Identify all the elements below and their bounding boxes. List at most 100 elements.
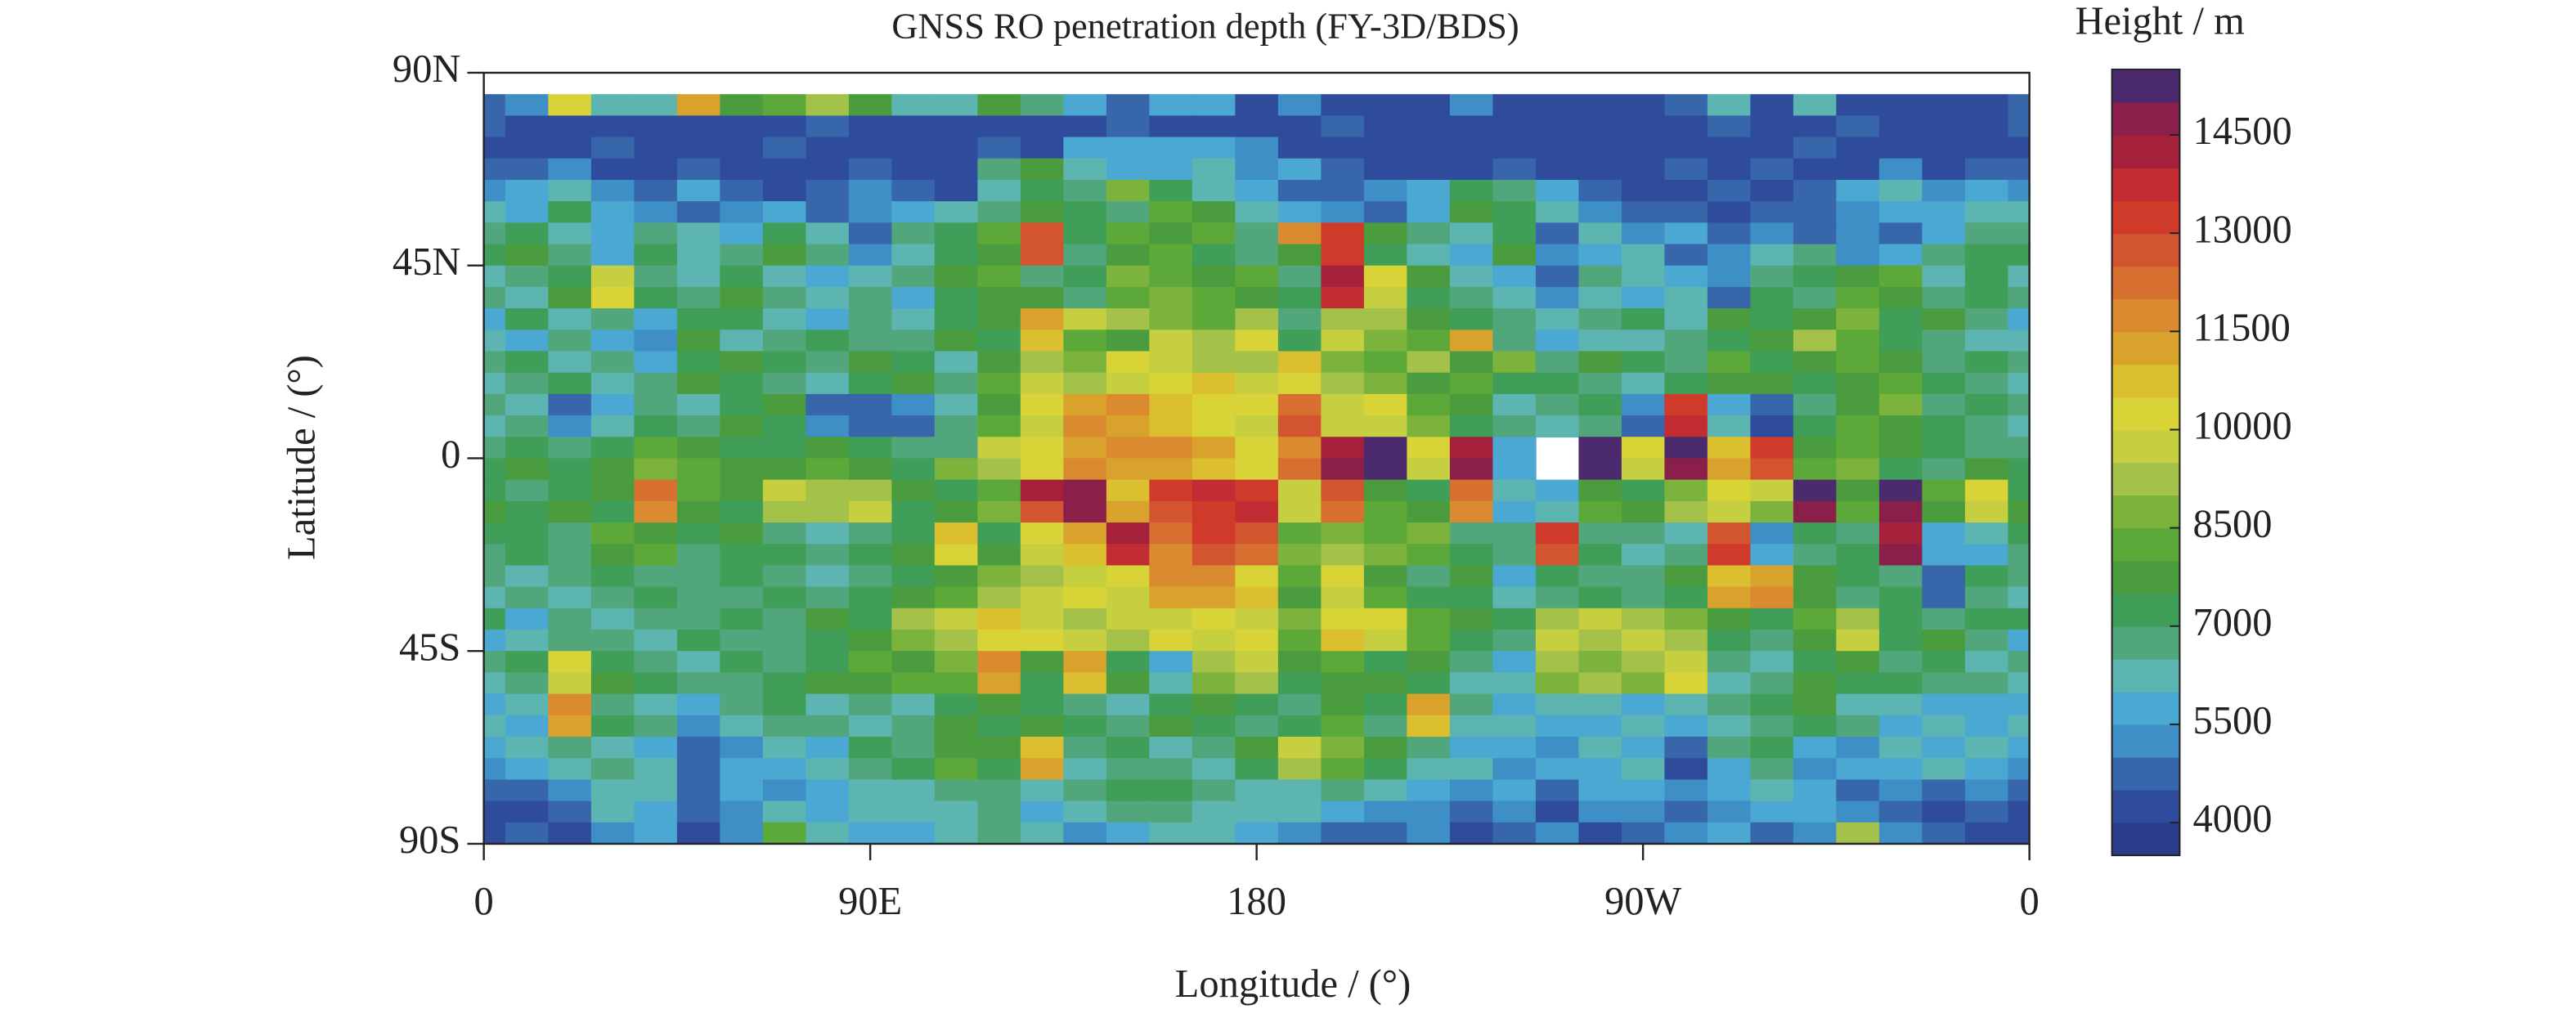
heat-cell [1363, 736, 1408, 759]
heat-cell [676, 565, 721, 588]
heat-cell [1277, 458, 1322, 481]
heat-cell [1664, 179, 1708, 202]
heat-cell [676, 479, 721, 502]
heat-cell [505, 822, 550, 844]
heat-cell [1492, 822, 1537, 844]
heat-cell [1192, 94, 1236, 117]
heat-cell [1363, 94, 1408, 117]
heat-cell [1321, 500, 1365, 523]
heat-cell [1192, 500, 1236, 523]
heat-cell [1020, 736, 1065, 759]
heat-cell [2008, 800, 2030, 823]
heat-cell [1492, 137, 1537, 159]
heat-cell [1793, 800, 1838, 823]
heat-cell [1578, 500, 1622, 523]
heat-cell [1063, 393, 1107, 416]
heat-cell [1578, 330, 1622, 352]
heat-cell [762, 244, 807, 267]
heat-cell [848, 822, 893, 844]
heat-cell [1321, 822, 1365, 844]
heat-cell [1793, 244, 1838, 267]
colorbar-band [2112, 527, 2180, 562]
heat-cell [1363, 265, 1408, 288]
heat-cell [548, 779, 592, 802]
heat-cell [1106, 94, 1151, 117]
heat-cell [1492, 437, 1537, 460]
heat-cell [1621, 522, 1666, 545]
heat-cell [1535, 330, 1580, 352]
heat-cell [590, 500, 635, 523]
heat-cell [762, 672, 807, 695]
y-tick-label: 90N [393, 47, 460, 91]
heat-cell [1277, 608, 1322, 630]
heat-cell [483, 672, 506, 695]
heat-cell [1964, 758, 2009, 781]
heat-cell [1922, 158, 1966, 181]
heat-cell [806, 651, 850, 674]
heat-cell [1535, 693, 1580, 716]
heat-cell [2008, 244, 2030, 267]
heat-cell [1922, 330, 1966, 352]
heat-cell [934, 415, 979, 438]
heat-cell [1836, 715, 1880, 738]
heat-cell [1407, 458, 1451, 481]
heat-cell [1149, 94, 1193, 117]
heat-cell [1664, 437, 1708, 460]
heat-cell [1407, 500, 1451, 523]
heat-cell [762, 94, 807, 117]
heat-cell [806, 822, 850, 844]
heat-cell [1578, 222, 1622, 245]
heat-cell [1063, 201, 1107, 224]
heat-cell [590, 586, 635, 609]
heat-cell [1793, 544, 1838, 567]
heat-cell [1407, 736, 1451, 759]
heat-cell [1407, 608, 1451, 630]
heat-cell [1664, 608, 1708, 630]
heat-cell [483, 308, 506, 331]
heat-cell [505, 779, 550, 802]
heat-cell [1149, 222, 1193, 245]
heat-cell [1449, 586, 1494, 609]
heat-cell [762, 265, 807, 288]
colorbar-tick-label: 13000 [2193, 208, 2292, 251]
heat-cell [1020, 715, 1065, 738]
heat-cell [483, 651, 506, 674]
heat-cell [891, 137, 936, 159]
heat-cell [1407, 715, 1451, 738]
heat-cell [806, 372, 850, 395]
heat-cell [977, 351, 1021, 374]
heat-cell [1707, 779, 1752, 802]
heat-cell [1449, 822, 1494, 844]
heat-cell [1192, 693, 1236, 716]
heat-cell [2008, 330, 2030, 352]
heat-cell [1192, 330, 1236, 352]
colorbar-band [2112, 823, 2180, 856]
heat-cell [590, 715, 635, 738]
heat-cell [1664, 693, 1708, 716]
heat-cell [2008, 201, 2030, 224]
heat-cell [1149, 458, 1193, 481]
heat-cell [891, 630, 936, 652]
heat-cell [1492, 393, 1537, 416]
heat-cell [1750, 115, 1794, 138]
heat-cell [1535, 822, 1580, 844]
heat-cell [848, 437, 893, 460]
heat-cell [977, 479, 1021, 502]
heat-cell [977, 115, 1021, 138]
heat-cell [1063, 565, 1107, 588]
heat-cell [1878, 308, 1923, 331]
heat-cell [1535, 372, 1580, 395]
heat-cell [1407, 565, 1451, 588]
heat-cell [483, 822, 506, 844]
heat-cell [590, 608, 635, 630]
heat-cell [806, 565, 850, 588]
heat-cell [1793, 115, 1838, 138]
heat-cell [634, 608, 678, 630]
heat-cell [1535, 94, 1580, 117]
heat-cell [1407, 222, 1451, 245]
heat-cell [1836, 94, 1880, 117]
heat-cell [977, 415, 1021, 438]
heat-cell [1793, 586, 1838, 609]
heat-cell [1878, 372, 1923, 395]
heat-cell [1192, 608, 1236, 630]
